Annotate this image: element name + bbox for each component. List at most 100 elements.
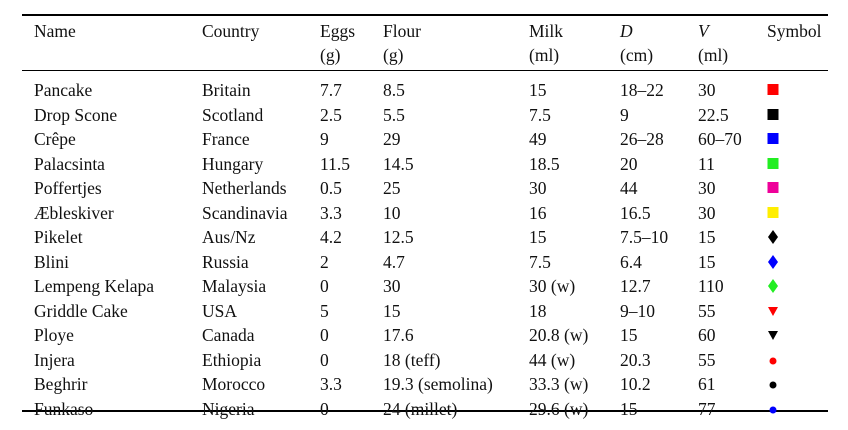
cell-v: 15: [698, 227, 716, 247]
cell-flour: 30: [383, 276, 401, 296]
cell-milk: 33.3 (w): [529, 374, 589, 394]
table-header-rule: [22, 70, 828, 71]
cell-country: Netherlands: [202, 178, 287, 198]
header-eggs: Eggs (g): [320, 16, 383, 67]
cell-country: Canada: [202, 325, 255, 345]
cell-v: 22.5: [698, 104, 729, 125]
cell-symbol: [767, 251, 828, 276]
cell-milk: 20.8 (w): [529, 325, 589, 345]
square-marker-icon: [767, 130, 779, 148]
cell-symbol: [767, 300, 828, 325]
cell-symbol: [767, 349, 828, 374]
cell-name: Æbleskiver: [34, 202, 114, 223]
cell-eggs: 11.5: [320, 153, 350, 174]
table-body: Pancake Britain 7.7 8.5 15 18–22 30 Drop Scone S…: [22, 73, 828, 422]
header-symbol: Symbol: [767, 16, 828, 67]
cell-d: 26–28: [620, 129, 664, 149]
table-row: Blini Russia 2 4.7 7.5 6.4 15: [22, 251, 828, 276]
pancake-table: Name Country Eggs (g) Flour (g) Milk (ml…: [22, 16, 828, 422]
cell-name: Drop Scone: [34, 104, 118, 125]
cell-v: 110: [698, 276, 724, 296]
header-flour-unit: (g): [383, 44, 404, 65]
cell-v: 55: [698, 300, 716, 321]
table-row: Griddle Cake USA 5 15 18 9–10 55: [22, 300, 828, 325]
cell-eggs: 0: [320, 349, 329, 370]
table-row: Pancake Britain 7.7 8.5 15 18–22 30: [22, 73, 828, 104]
header-milk-unit: (ml): [529, 44, 560, 65]
table-row: Beghrir Morocco 3.3 19.3 (semolina) 33.3 (w)…: [22, 373, 828, 398]
header-name-label: Name: [34, 21, 76, 41]
cell-flour: 29: [383, 129, 401, 149]
cell-milk: 16: [529, 202, 547, 223]
cell-milk: 49: [529, 129, 547, 149]
diamond-marker-icon: [767, 253, 779, 271]
cell-v: 15: [698, 251, 716, 272]
cell-name: Poffertjes: [34, 178, 102, 198]
cell-d: 10.2: [620, 374, 651, 394]
cell-name: Funkaso: [34, 398, 94, 419]
cell-d: 18–22: [620, 80, 664, 100]
cell-v: 60: [698, 325, 716, 345]
cell-flour: 12.5: [383, 227, 414, 247]
circle-marker-icon: [767, 375, 779, 393]
cell-milk: 44 (w): [529, 349, 576, 370]
header-eggs-unit: (g): [320, 44, 341, 65]
cell-symbol: [767, 128, 828, 153]
cell-v: 11: [698, 153, 715, 174]
cell-eggs: 3.3: [320, 202, 342, 223]
cell-country: Scandinavia: [202, 202, 288, 223]
cell-milk: 18.5: [529, 153, 560, 174]
cell-d: 7.5–10: [620, 227, 669, 247]
header-country: Country: [202, 16, 320, 67]
cell-name: Beghrir: [34, 374, 88, 394]
cell-eggs: 2.5: [320, 104, 342, 125]
cell-milk: 7.5: [529, 251, 551, 272]
cell-flour: 14.5: [383, 153, 414, 174]
cell-v: 55: [698, 349, 716, 370]
cell-d: 9–10: [620, 300, 655, 321]
table-bottom-rule: [22, 410, 828, 412]
cell-d: 12.7: [620, 276, 651, 296]
cell-d: 20: [620, 153, 638, 174]
header-v: V (ml): [698, 16, 767, 67]
cell-flour: 25: [383, 178, 401, 198]
circle-marker-icon: [767, 400, 779, 418]
table-row: Crêpe France 9 29 49 26–28 60–70: [22, 128, 828, 153]
triangle-marker-icon: [767, 326, 779, 344]
cell-country: Malaysia: [202, 276, 267, 296]
cell-symbol: [767, 153, 828, 178]
cell-name: Lempeng Kelapa: [34, 276, 155, 296]
cell-country: USA: [202, 300, 238, 321]
cell-name: Griddle Cake: [34, 300, 128, 321]
cell-eggs: 5: [320, 300, 329, 321]
cell-country: Scotland: [202, 104, 264, 125]
cell-v: 30: [698, 202, 716, 223]
cell-eggs: 0: [320, 398, 329, 419]
table-top-rule: [22, 14, 828, 16]
cell-symbol: [767, 226, 828, 251]
cell-milk: 15: [529, 80, 547, 100]
cell-flour: 17.6: [383, 325, 414, 345]
cell-milk: 18: [529, 300, 547, 321]
square-marker-icon: [767, 106, 779, 124]
diamond-marker-icon: [767, 277, 779, 295]
cell-symbol: [767, 398, 828, 423]
cell-country: Britain: [202, 80, 251, 100]
cell-name: Palacsinta: [34, 153, 105, 174]
cell-name: Pikelet: [34, 227, 83, 247]
cell-milk: 30 (w): [529, 276, 576, 296]
cell-country: Ethiopia: [202, 349, 262, 370]
cell-v: 30: [698, 178, 716, 198]
table-row: Lempeng Kelapa Malaysia 0 30 30 (w) 12.7 110: [22, 275, 828, 300]
cell-eggs: 2: [320, 251, 329, 272]
cell-country: Morocco: [202, 374, 266, 394]
square-marker-icon: [767, 204, 779, 222]
cell-v: 61: [698, 374, 716, 394]
header-flour-label: Flour: [383, 21, 421, 41]
header-eggs-label: Eggs: [320, 21, 355, 41]
cell-flour: 8.5: [383, 80, 405, 100]
circle-marker-icon: [767, 351, 779, 369]
cell-d: 9: [620, 104, 629, 125]
cell-name: Injera: [34, 349, 75, 370]
header-milk-label: Milk: [529, 21, 564, 41]
